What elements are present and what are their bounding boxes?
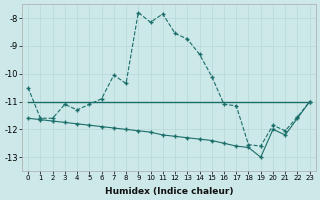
X-axis label: Humidex (Indice chaleur): Humidex (Indice chaleur) [105, 187, 233, 196]
